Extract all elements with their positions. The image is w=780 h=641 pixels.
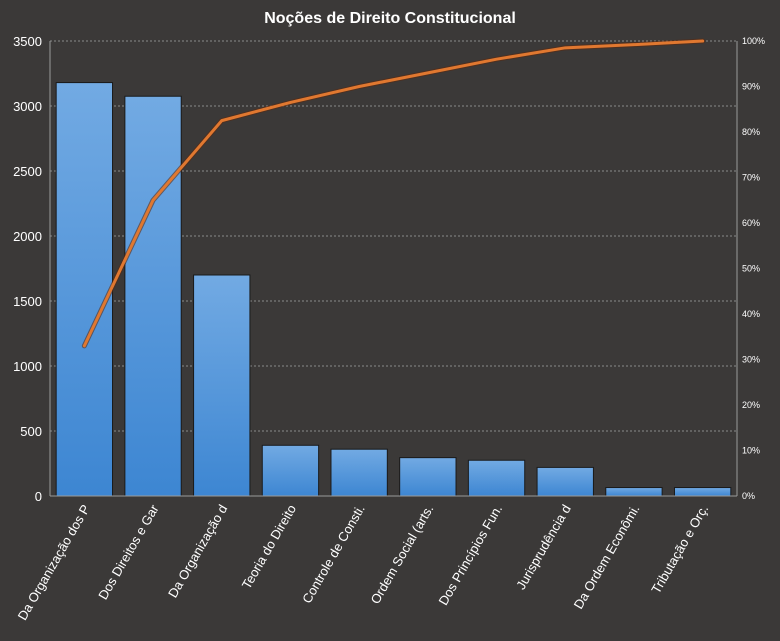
bar-series	[55, 82, 732, 497]
cumulative-line	[82, 39, 705, 348]
axes	[49, 41, 738, 497]
x-tick-label: Da Organização d	[165, 502, 230, 600]
y2-tick-label: 90%	[742, 82, 760, 92]
y2-tick-label: 80%	[742, 127, 760, 137]
bar	[536, 466, 594, 497]
y-tick-label: 0	[35, 489, 42, 504]
y-tick-label: 2500	[13, 164, 42, 179]
bar	[399, 457, 457, 497]
y2-tick-label: 60%	[742, 218, 760, 228]
y2-tick-label: 40%	[742, 309, 760, 319]
y2-tick-label: 0%	[742, 491, 755, 501]
x-tick-label: Da Organização dos P	[15, 502, 93, 623]
y-tick-label: 3000	[13, 99, 42, 114]
x-tick-label: Tributação e Orç.	[648, 502, 711, 596]
x-tick-label: Teoria do Direito	[239, 502, 299, 591]
y2-tick-label: 50%	[742, 264, 760, 274]
x-tick-label: Dos Direitos e Gar	[95, 501, 162, 602]
y2-tick-label: 30%	[742, 355, 760, 365]
y-tick-label: 1000	[13, 359, 42, 374]
bar	[261, 444, 320, 497]
bar	[673, 487, 732, 497]
bar	[330, 448, 388, 497]
y-tick-label: 2000	[13, 229, 42, 244]
y2-tick-label: 20%	[742, 400, 760, 410]
x-tick-label: Jurisprudência d	[513, 502, 574, 592]
bar	[605, 487, 663, 497]
y2-tick-label: 70%	[742, 173, 760, 183]
bar	[467, 459, 526, 497]
y-tick-label: 500	[20, 424, 42, 439]
gridlines	[50, 40, 737, 432]
y-tick-label: 3500	[13, 34, 42, 49]
bar	[55, 82, 114, 497]
x-tick-label: Controle de Consti.	[299, 502, 368, 606]
y-tick-label: 1500	[13, 294, 42, 309]
y2-tick-label: 100%	[742, 36, 765, 46]
x-tick-label: Da Ordem Econômi.	[571, 502, 643, 611]
x-tick-label: Dos Princípios Fun.	[435, 502, 505, 608]
x-tick-label: Ordem Social (arts.	[367, 502, 436, 606]
bar	[193, 274, 251, 497]
cumulative-line-series	[81, 38, 706, 349]
y2-tick-label: 10%	[742, 446, 760, 456]
bar	[124, 95, 182, 497]
chart-title: Noções de Direito Constitucional	[264, 10, 516, 27]
